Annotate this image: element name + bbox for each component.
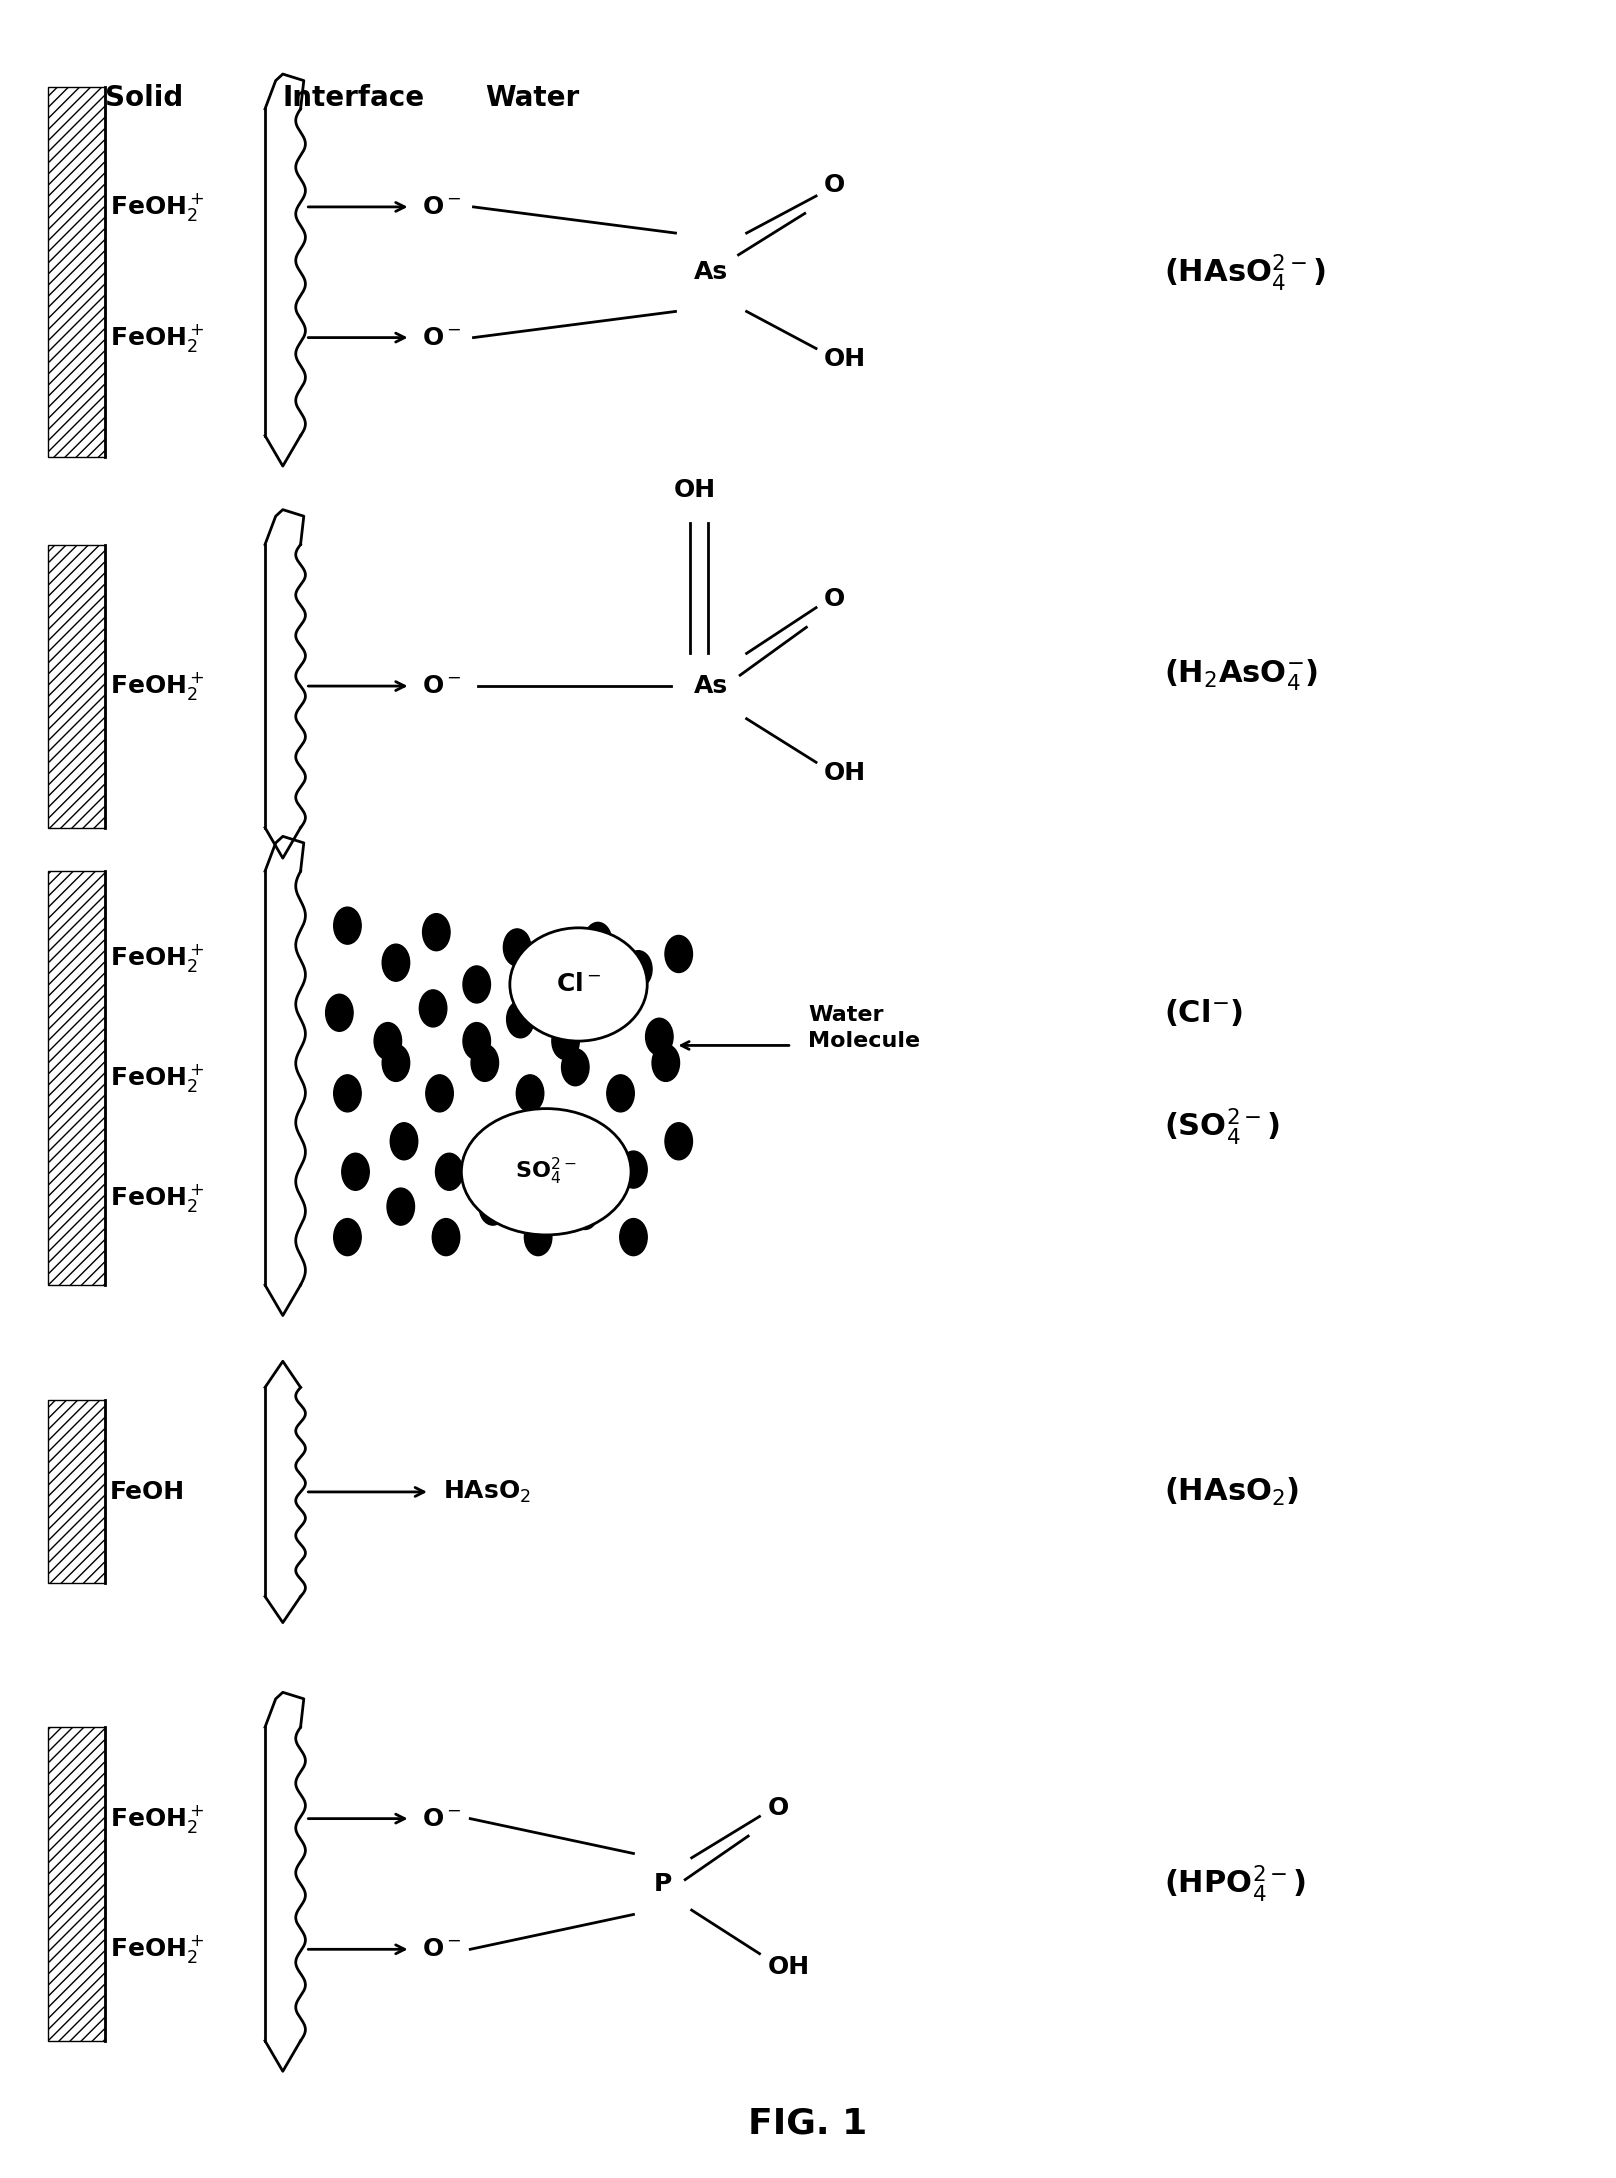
Bar	[48, 544, 105, 828]
Text: OH: OH	[824, 346, 866, 372]
Bar	[48, 1400, 105, 1583]
Text: HAsO$_2$: HAsO$_2$	[443, 1479, 530, 1505]
Text: FeOH$_2^+$: FeOH$_2^+$	[110, 1934, 205, 1965]
Circle shape	[326, 993, 352, 1030]
Text: (SO$_4^{2-}$): (SO$_4^{2-}$)	[1164, 1106, 1280, 1146]
Circle shape	[598, 993, 624, 1030]
Text: FeOH$_2^+$: FeOH$_2^+$	[110, 1183, 205, 1213]
Bar	[48, 871, 105, 1285]
Circle shape	[433, 1218, 461, 1255]
Text: FeOH$_2^+$: FeOH$_2^+$	[110, 671, 205, 701]
Text: (HPO$_4^{2-}$): (HPO$_4^{2-}$)	[1164, 1864, 1306, 1904]
Text: (H$_2$AsO$_4^{-}$): (H$_2$AsO$_4^{-}$)	[1164, 658, 1317, 693]
Text: P: P	[653, 1871, 672, 1897]
Bar	[48, 87, 105, 457]
Ellipse shape	[511, 928, 648, 1041]
Text: Interface: Interface	[283, 85, 425, 111]
Text: (Cl$^{-}$): (Cl$^{-}$)	[1164, 998, 1243, 1028]
Text: O: O	[824, 586, 845, 612]
Circle shape	[335, 908, 362, 945]
Text: O: O	[824, 172, 845, 198]
Circle shape	[625, 950, 653, 987]
Circle shape	[651, 1045, 679, 1080]
Text: As: As	[693, 673, 729, 699]
Text: O$^-$: O$^-$	[422, 673, 462, 699]
Text: FeOH$_2^+$: FeOH$_2^+$	[110, 322, 205, 353]
Text: Solid: Solid	[105, 85, 183, 111]
Text: FeOH$_2^+$: FeOH$_2^+$	[110, 1063, 205, 1093]
Text: FeOH$_2^+$: FeOH$_2^+$	[110, 943, 205, 974]
Text: OH: OH	[824, 760, 866, 786]
Text: Cl$^-$: Cl$^-$	[556, 971, 601, 998]
Circle shape	[373, 1024, 401, 1061]
Circle shape	[574, 1124, 601, 1159]
Text: FeOH$_2^+$: FeOH$_2^+$	[110, 1803, 205, 1834]
Circle shape	[621, 1218, 646, 1255]
Text: O$^-$: O$^-$	[422, 194, 462, 220]
Text: OH: OH	[768, 1954, 810, 1980]
Circle shape	[343, 1154, 368, 1189]
Text: As: As	[693, 259, 729, 285]
Text: FIG. 1: FIG. 1	[748, 2106, 868, 2141]
Text: Water: Water	[485, 85, 579, 111]
Bar	[48, 1727, 105, 2041]
Circle shape	[335, 1218, 362, 1255]
Circle shape	[335, 1076, 362, 1111]
Circle shape	[478, 1189, 507, 1224]
Circle shape	[436, 1154, 464, 1189]
Circle shape	[646, 1019, 672, 1056]
Circle shape	[585, 923, 611, 958]
Text: O$^-$: O$^-$	[422, 1936, 462, 1962]
Circle shape	[423, 915, 449, 952]
Circle shape	[543, 958, 572, 993]
Circle shape	[507, 1002, 533, 1037]
Text: SO$_4^{2-}$: SO$_4^{2-}$	[516, 1157, 577, 1187]
Text: O$^-$: O$^-$	[422, 325, 462, 351]
Circle shape	[383, 945, 410, 980]
Circle shape	[666, 937, 692, 971]
Text: FeOH$_2^+$: FeOH$_2^+$	[110, 192, 205, 222]
Circle shape	[462, 967, 491, 1002]
Circle shape	[470, 1045, 498, 1080]
Circle shape	[524, 1218, 553, 1255]
Text: Water
Molecule: Water Molecule	[808, 1004, 920, 1052]
Circle shape	[391, 1124, 417, 1159]
Circle shape	[621, 1150, 646, 1189]
Circle shape	[517, 1076, 543, 1111]
Circle shape	[388, 1189, 414, 1224]
Circle shape	[383, 1045, 410, 1080]
Circle shape	[427, 1076, 452, 1111]
Circle shape	[420, 989, 446, 1026]
Text: O$^-$: O$^-$	[422, 1806, 462, 1832]
Circle shape	[572, 1194, 598, 1228]
Circle shape	[504, 930, 530, 967]
Text: (HAsO$_2$): (HAsO$_2$)	[1164, 1477, 1299, 1507]
Circle shape	[608, 1076, 633, 1111]
Text: FeOH: FeOH	[110, 1479, 184, 1505]
Text: OH: OH	[674, 477, 716, 503]
Circle shape	[485, 1124, 511, 1159]
Ellipse shape	[462, 1109, 632, 1235]
Text: O: O	[768, 1795, 789, 1821]
Circle shape	[462, 1024, 491, 1061]
Circle shape	[562, 1050, 588, 1085]
Text: (HAsO$_4^{2-}$): (HAsO$_4^{2-}$)	[1164, 253, 1325, 292]
Circle shape	[666, 1124, 692, 1159]
Circle shape	[530, 1150, 556, 1189]
Circle shape	[551, 1024, 579, 1061]
